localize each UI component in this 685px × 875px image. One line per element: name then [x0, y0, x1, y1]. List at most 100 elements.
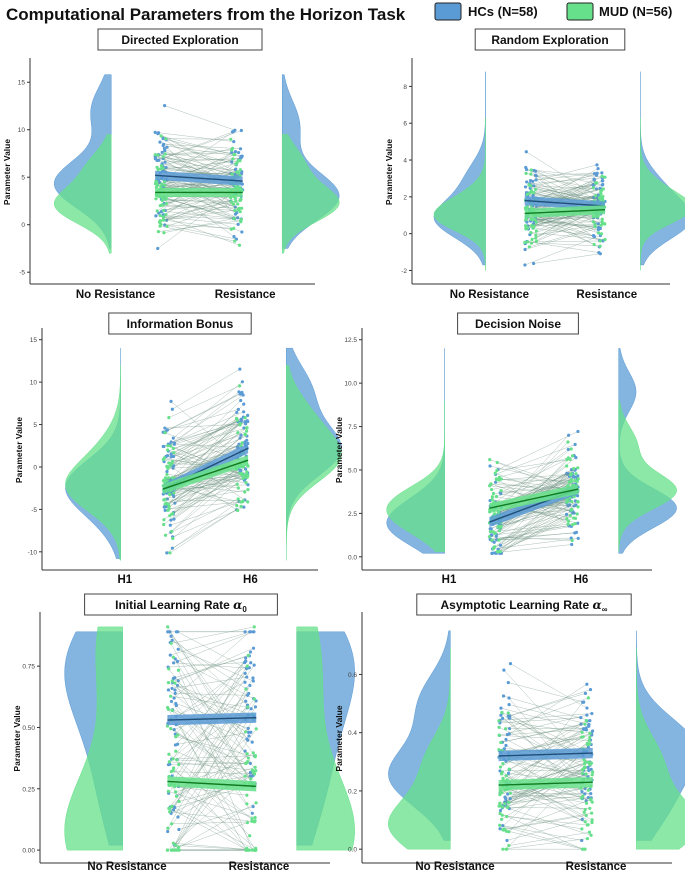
subject-point	[247, 848, 251, 852]
subject-line	[532, 164, 598, 182]
subject-point	[247, 734, 251, 738]
legend-swatch-mud	[566, 2, 594, 21]
subject-point	[501, 694, 506, 698]
y-tick-label: 0.0	[348, 847, 357, 854]
subject-line	[531, 209, 596, 244]
subject-point	[585, 682, 589, 686]
subject-point	[582, 758, 586, 762]
subject-point	[166, 688, 171, 692]
subject-point	[530, 237, 534, 241]
subject-line	[490, 523, 576, 532]
subject-point	[242, 505, 246, 509]
subject-point	[171, 536, 175, 541]
subject-point	[488, 458, 492, 462]
subject-point	[248, 683, 252, 688]
subject-point	[172, 517, 176, 521]
subject-point	[579, 735, 584, 739]
subject-point	[593, 224, 597, 229]
subject-point	[501, 762, 505, 766]
subject-point	[165, 551, 169, 555]
subject-line	[507, 807, 590, 809]
subject-point	[172, 451, 176, 455]
subject-point	[589, 767, 593, 771]
subject-point	[251, 646, 256, 650]
subject-line	[495, 444, 576, 475]
subject-point	[596, 214, 600, 218]
subject-point	[163, 426, 167, 430]
subject-point	[580, 838, 584, 843]
subject-point	[246, 705, 250, 709]
subject-point	[161, 155, 165, 159]
subject-point	[245, 802, 249, 806]
subject-point	[490, 495, 494, 499]
subject-point	[588, 719, 592, 723]
y-tick-label: -5	[19, 270, 25, 277]
subject-point	[164, 501, 168, 505]
subject-line	[160, 224, 234, 229]
subject-point	[170, 708, 174, 713]
subject-point	[238, 384, 242, 388]
subject-point	[162, 505, 166, 509]
subject-point	[176, 733, 180, 737]
subject-line	[526, 241, 599, 253]
subject-point	[534, 229, 539, 233]
subject-point	[235, 504, 239, 508]
panel-title-box	[108, 312, 252, 335]
subject-line	[157, 149, 232, 156]
subject-line	[172, 474, 247, 539]
subject-line	[165, 138, 231, 140]
subject-point	[174, 843, 178, 848]
subject-line	[171, 430, 247, 465]
y-tick-label: 0	[21, 222, 25, 229]
subject-point	[159, 184, 163, 189]
subject-point	[173, 691, 177, 695]
subject-line	[161, 199, 242, 233]
subject-line	[177, 631, 254, 662]
subject-line	[164, 423, 246, 429]
subject-point	[500, 716, 505, 721]
subject-point	[523, 240, 527, 244]
subject-point	[595, 171, 599, 175]
subject-point	[506, 792, 510, 796]
subject-point	[173, 790, 178, 794]
subject-line	[529, 177, 603, 184]
subject-point	[508, 662, 513, 666]
subject-point	[581, 847, 585, 851]
subject-point	[252, 820, 257, 824]
subject-point	[567, 480, 571, 484]
subject-line	[490, 537, 572, 540]
subject-point	[494, 478, 499, 482]
subject-point	[503, 802, 507, 806]
subject-point	[531, 261, 536, 266]
subject-line	[171, 626, 255, 644]
subject-point	[165, 472, 169, 477]
subject-point	[246, 488, 250, 492]
subject-point	[154, 185, 159, 189]
subject-point	[168, 762, 172, 766]
subject-point	[172, 848, 176, 852]
subject-point	[165, 469, 169, 474]
subject-line	[509, 689, 591, 717]
subject-line	[173, 381, 243, 439]
subject-line	[163, 499, 244, 502]
panel-title-symbol: α	[233, 598, 242, 612]
subject-point	[171, 757, 175, 761]
subject-point	[239, 155, 244, 159]
subject-point	[587, 723, 591, 727]
subject-point	[591, 214, 595, 219]
subject-point	[570, 523, 575, 527]
subject-point	[566, 522, 570, 526]
subject-point	[244, 467, 248, 471]
subject-point	[244, 659, 248, 663]
subject-point	[155, 165, 159, 169]
subject-line	[169, 486, 241, 503]
subject-line	[531, 169, 605, 178]
mean-line-mud	[167, 780, 257, 788]
subject-point	[587, 830, 592, 834]
subject-point	[156, 246, 160, 251]
subject-line	[170, 445, 248, 478]
subject-point	[251, 804, 255, 809]
subject-line	[164, 224, 237, 240]
subject-point	[173, 676, 177, 680]
subject-line	[536, 216, 596, 242]
